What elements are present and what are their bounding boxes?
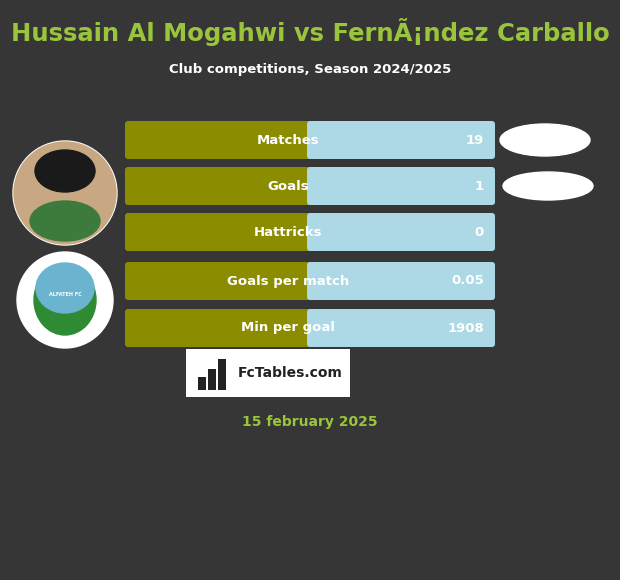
- FancyBboxPatch shape: [125, 309, 313, 347]
- FancyBboxPatch shape: [307, 262, 495, 300]
- Ellipse shape: [35, 150, 95, 192]
- Ellipse shape: [503, 172, 593, 200]
- FancyBboxPatch shape: [307, 213, 495, 251]
- Text: ALFATEH FC: ALFATEH FC: [49, 292, 81, 298]
- Text: 15 february 2025: 15 february 2025: [242, 415, 378, 429]
- FancyBboxPatch shape: [307, 309, 495, 347]
- Text: 0.05: 0.05: [451, 274, 484, 288]
- Text: Matches: Matches: [257, 133, 319, 147]
- Text: Hattricks: Hattricks: [254, 226, 322, 238]
- Text: 0: 0: [475, 226, 484, 238]
- FancyBboxPatch shape: [307, 121, 495, 159]
- Ellipse shape: [30, 201, 100, 241]
- Text: FcTables.com: FcTables.com: [238, 366, 343, 380]
- FancyBboxPatch shape: [307, 167, 495, 205]
- Circle shape: [17, 252, 113, 348]
- Ellipse shape: [34, 265, 96, 335]
- Ellipse shape: [36, 263, 94, 313]
- Text: 1908: 1908: [447, 321, 484, 335]
- FancyBboxPatch shape: [218, 358, 226, 390]
- Text: Hussain Al Mogahwi vs FernÃ¡ndez Carballo: Hussain Al Mogahwi vs FernÃ¡ndez Carball…: [11, 18, 609, 46]
- FancyBboxPatch shape: [186, 349, 350, 397]
- FancyBboxPatch shape: [125, 121, 313, 159]
- Ellipse shape: [500, 124, 590, 156]
- FancyBboxPatch shape: [125, 262, 313, 300]
- Text: Goals: Goals: [267, 179, 309, 193]
- FancyBboxPatch shape: [125, 167, 313, 205]
- Text: 19: 19: [466, 133, 484, 147]
- Text: Club competitions, Season 2024/2025: Club competitions, Season 2024/2025: [169, 63, 451, 77]
- FancyBboxPatch shape: [198, 376, 205, 390]
- Text: Goals per match: Goals per match: [227, 274, 349, 288]
- Text: 1: 1: [475, 179, 484, 193]
- FancyBboxPatch shape: [208, 368, 216, 390]
- Text: Min per goal: Min per goal: [241, 321, 335, 335]
- Circle shape: [14, 142, 116, 244]
- Circle shape: [13, 141, 117, 245]
- FancyBboxPatch shape: [125, 213, 313, 251]
